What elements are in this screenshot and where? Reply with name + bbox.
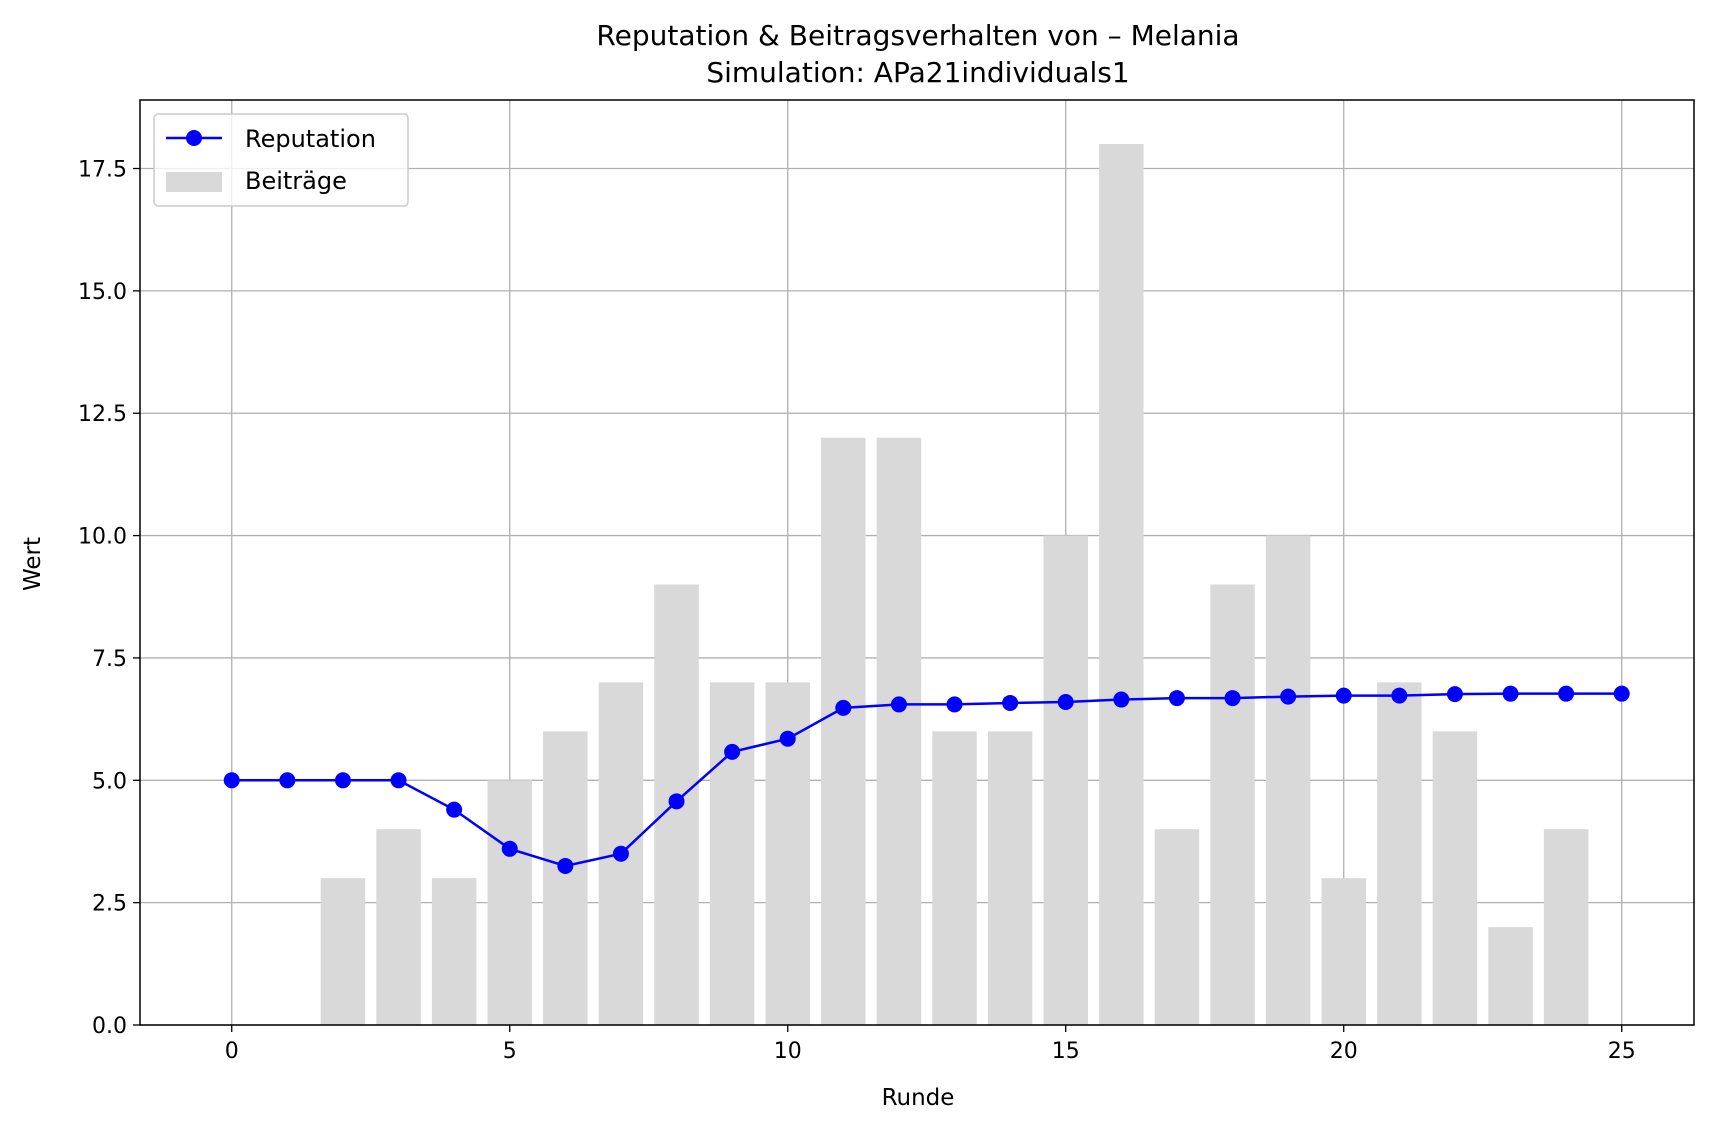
bar bbox=[1043, 535, 1088, 1025]
reputation-point bbox=[1558, 685, 1575, 702]
bar bbox=[1154, 829, 1200, 1025]
y-tick-label: 12.5 bbox=[78, 402, 127, 427]
legend-bar-swatch bbox=[166, 172, 222, 192]
bar bbox=[1432, 731, 1478, 1025]
bar bbox=[431, 878, 477, 1025]
reputation-point bbox=[390, 772, 407, 789]
x-tick-label: 5 bbox=[503, 1039, 517, 1064]
y-tick-label: 15.0 bbox=[78, 280, 127, 305]
reputation-point bbox=[1613, 685, 1630, 702]
legend-label-reputation: Reputation bbox=[245, 125, 376, 153]
bar bbox=[876, 437, 922, 1025]
reputation-point bbox=[223, 772, 240, 789]
reputation-point bbox=[612, 845, 629, 862]
bar bbox=[1377, 682, 1422, 1025]
bar bbox=[487, 780, 532, 1025]
bar bbox=[1099, 144, 1144, 1026]
bar-series bbox=[320, 144, 1589, 1026]
reputation-point bbox=[1502, 685, 1519, 702]
y-tick-label: 5.0 bbox=[92, 769, 127, 794]
reputation-point bbox=[1002, 694, 1019, 711]
reputation-point bbox=[1335, 687, 1352, 704]
reputation-point bbox=[779, 730, 796, 747]
bar bbox=[543, 731, 588, 1025]
reputation-point bbox=[1057, 693, 1074, 710]
x-tick-label: 20 bbox=[1330, 1039, 1358, 1064]
x-axis-ticks: 0 5 10 15 20 25 bbox=[225, 1025, 1636, 1064]
bar bbox=[1488, 927, 1533, 1025]
chart-title: Reputation & Beitragsverhalten von – Mel… bbox=[596, 19, 1239, 52]
x-tick-label: 15 bbox=[1052, 1039, 1080, 1064]
legend-label-beitraege: Beiträge bbox=[245, 167, 347, 195]
y-axis-label: Wert bbox=[20, 537, 46, 591]
y-axis-ticks: 0.0 2.5 5.0 7.5 10.0 12.5 15.0 17.5 bbox=[78, 158, 140, 1039]
legend: Reputation Beiträge bbox=[153, 113, 409, 207]
reputation-point bbox=[334, 772, 351, 789]
y-tick-label: 17.5 bbox=[78, 158, 127, 183]
x-tick-label: 0 bbox=[225, 1039, 239, 1064]
grid bbox=[140, 100, 1694, 1026]
reputation-point bbox=[279, 772, 296, 789]
bar bbox=[320, 878, 366, 1025]
bar bbox=[932, 731, 977, 1025]
axes bbox=[139, 99, 1695, 1026]
y-tick-label: 7.5 bbox=[92, 647, 127, 672]
bar bbox=[709, 682, 755, 1025]
reputation-point bbox=[1224, 690, 1241, 707]
bar bbox=[821, 437, 866, 1025]
bar bbox=[1210, 584, 1255, 1025]
x-tick-label: 25 bbox=[1608, 1039, 1636, 1064]
bar bbox=[1265, 535, 1311, 1025]
reputation-point bbox=[835, 699, 852, 716]
reputation-point bbox=[724, 743, 741, 760]
line-series bbox=[223, 685, 1630, 874]
x-tick-label: 10 bbox=[774, 1039, 802, 1064]
reputation-line bbox=[231, 692, 1622, 868]
legend-marker-swatch bbox=[186, 130, 202, 146]
reputation-point bbox=[557, 857, 574, 874]
y-tick-label: 0.0 bbox=[92, 1014, 127, 1039]
reputation-point bbox=[946, 696, 963, 713]
chart-subtitle: Simulation: APa21individuals1 bbox=[706, 56, 1129, 89]
bar bbox=[376, 829, 421, 1025]
reputation-point bbox=[1280, 688, 1297, 705]
y-tick-label: 2.5 bbox=[92, 892, 127, 917]
reputation-point bbox=[1168, 690, 1185, 707]
reputation-point bbox=[1113, 691, 1130, 708]
x-axis-label: Runde bbox=[882, 1085, 955, 1111]
bar bbox=[987, 731, 1033, 1025]
reputation-point bbox=[668, 793, 685, 810]
reputation-point bbox=[1391, 687, 1408, 704]
reputation-point bbox=[501, 840, 518, 857]
plot-frame bbox=[139, 99, 1695, 1026]
y-tick-label: 10.0 bbox=[78, 525, 127, 550]
bar bbox=[1543, 829, 1589, 1025]
reputation-point bbox=[890, 696, 907, 713]
reputation-point bbox=[446, 801, 463, 818]
bar bbox=[1321, 878, 1366, 1025]
reputation-point bbox=[1446, 686, 1463, 703]
